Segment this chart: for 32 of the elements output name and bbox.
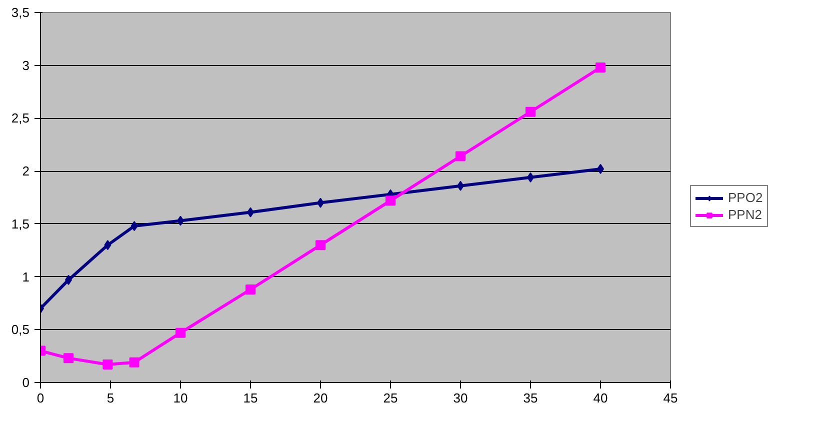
point	[316, 240, 326, 250]
point	[456, 151, 466, 162]
point	[129, 357, 140, 368]
point	[246, 284, 256, 294]
point	[130, 221, 138, 232]
x-tick-label: 30	[453, 390, 468, 406]
x-tick-label: 15	[243, 390, 258, 406]
point	[64, 353, 74, 364]
x-tick-label: 0	[36, 390, 44, 406]
point	[596, 62, 606, 72]
point	[176, 328, 186, 338]
x-tick-label: 25	[383, 390, 398, 406]
y-tick-label: 0,5	[11, 322, 30, 338]
x-tick-label: 40	[593, 390, 608, 406]
legend-label: PPO2	[728, 190, 763, 205]
legend-label: PPN2	[728, 207, 762, 222]
point	[102, 360, 113, 370]
x-tick-label: 35	[523, 390, 538, 406]
x-tick-label: 10	[173, 390, 188, 406]
point	[526, 106, 536, 117]
y-tick-label: 3,5	[11, 5, 30, 20]
y-tick-label: 3	[22, 58, 30, 73]
x-tick-label: 20	[313, 390, 328, 406]
y-tick-label: 2	[22, 164, 30, 179]
point	[104, 240, 112, 250]
point	[386, 196, 396, 206]
y-tick-label: 1,5	[11, 216, 30, 232]
y-tick-label: 0	[22, 375, 30, 390]
y-tick-label: 1	[22, 269, 30, 284]
x-tick-label: 45	[663, 390, 678, 406]
x-tick-label: 5	[106, 390, 114, 406]
y-tick-label: 2,5	[11, 110, 30, 126]
